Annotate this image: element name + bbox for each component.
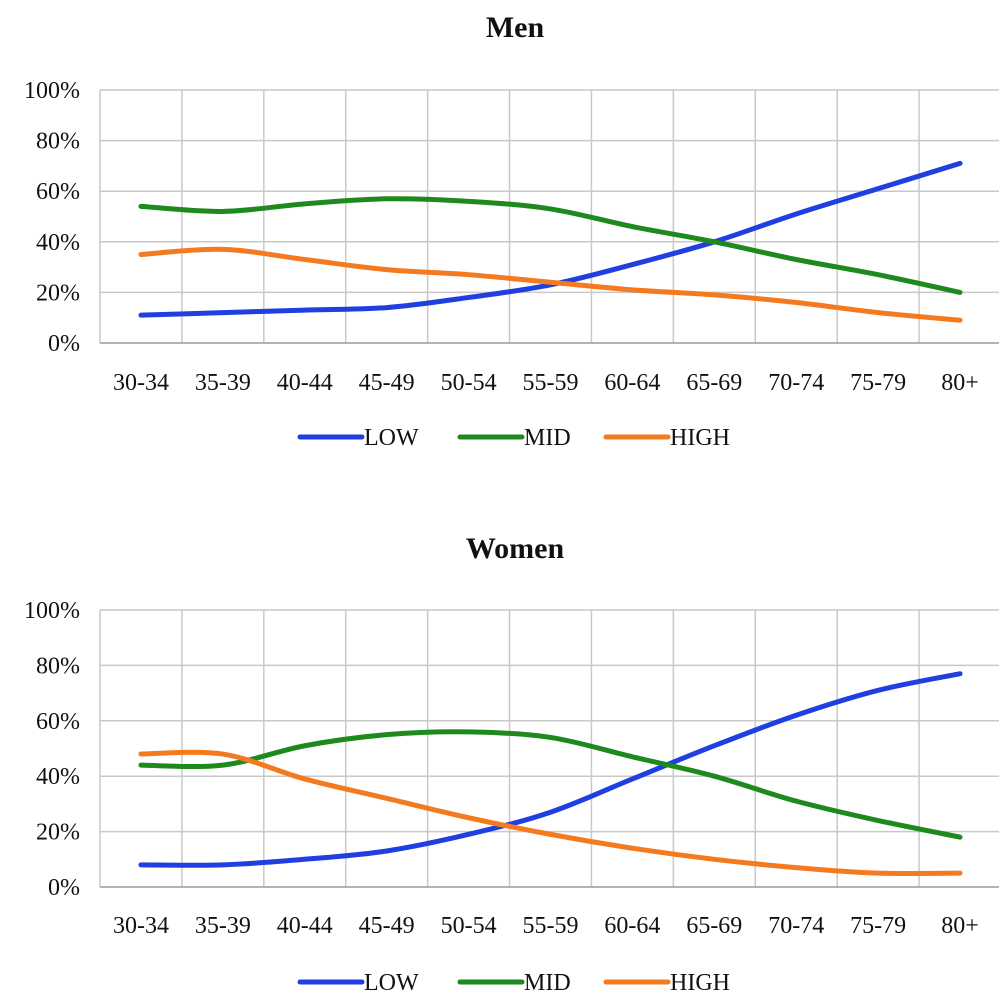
x-tick-label: 65-69 [686, 913, 742, 939]
x-tick-label: 50-54 [441, 913, 497, 939]
series-line-high [138, 749, 963, 877]
grid [99, 89, 999, 344]
chart-title: Women [466, 532, 565, 565]
x-tick-label: 40-44 [277, 913, 333, 939]
y-tick-label: 40% [36, 764, 80, 790]
series-lines [138, 671, 963, 877]
y-tick-label: 60% [36, 709, 80, 735]
y-tick-label: 80% [36, 129, 80, 155]
series-line-low [138, 160, 963, 318]
chart-title: Men [486, 11, 545, 44]
legend-label-low: LOW [364, 425, 419, 451]
x-tick-label: 75-79 [850, 370, 906, 396]
series-line-low [138, 671, 963, 868]
x-tick-label: 55-59 [523, 913, 579, 939]
legend-label-high: HIGH [670, 425, 730, 451]
chart-men: Men 0% 20% 40% 60% 80% 100% 30-34 35-39 40-44 45… [24, 11, 999, 451]
x-tick-label: 55-59 [523, 370, 579, 396]
series-line-mid [138, 196, 963, 295]
x-tick-label: 30-34 [113, 913, 169, 939]
y-tick-label: 40% [36, 230, 80, 256]
x-tick-label: 75-79 [850, 913, 906, 939]
y-axis-tick-labels: 0% 20% 40% 60% 80% 100% [24, 78, 80, 357]
x-tick-label: 35-39 [195, 913, 251, 939]
y-tick-label: 0% [48, 331, 80, 357]
series-lines [138, 160, 963, 323]
x-tick-label: 50-54 [441, 370, 497, 396]
y-tick-label: 20% [36, 820, 80, 846]
legend-label-mid: MID [524, 970, 571, 996]
legend: LOW MID HIGH [297, 970, 730, 996]
x-tick-label: 65-69 [686, 370, 742, 396]
x-tick-label: 70-74 [768, 913, 824, 939]
x-tick-label: 40-44 [277, 370, 333, 396]
legend-label-high: HIGH [670, 970, 730, 996]
y-tick-label: 100% [24, 78, 80, 104]
series-line-high [138, 246, 963, 323]
series-line-mid [138, 729, 963, 840]
chart-women: Women 0% 20% 40% 60% 80% 100% 30-34 35-39 40-44… [24, 532, 999, 996]
grid [99, 609, 999, 888]
legend: LOW MID HIGH [297, 425, 730, 451]
y-tick-label: 80% [36, 653, 80, 679]
x-tick-label: 70-74 [768, 370, 824, 396]
x-tick-label: 80+ [941, 913, 979, 939]
x-tick-label: 60-64 [604, 913, 660, 939]
x-axis-tick-labels: 30-34 35-39 40-44 45-49 50-54 55-59 60-64 65-69… [113, 370, 979, 396]
x-axis-tick-labels: 30-34 35-39 40-44 45-49 50-54 55-59 60-64 65-69… [113, 913, 979, 939]
y-tick-label: 60% [36, 179, 80, 205]
y-tick-label: 0% [48, 875, 80, 901]
legend-label-mid: MID [524, 425, 571, 451]
x-tick-label: 35-39 [195, 370, 251, 396]
y-tick-label: 100% [24, 598, 80, 624]
x-tick-label: 60-64 [604, 370, 660, 396]
x-tick-label: 30-34 [113, 370, 169, 396]
x-tick-label: 45-49 [359, 370, 415, 396]
x-tick-label: 80+ [941, 370, 979, 396]
y-axis-tick-labels: 0% 20% 40% 60% 80% 100% [24, 598, 80, 901]
x-tick-label: 45-49 [359, 913, 415, 939]
y-tick-label: 20% [36, 280, 80, 306]
legend-label-low: LOW [364, 970, 419, 996]
